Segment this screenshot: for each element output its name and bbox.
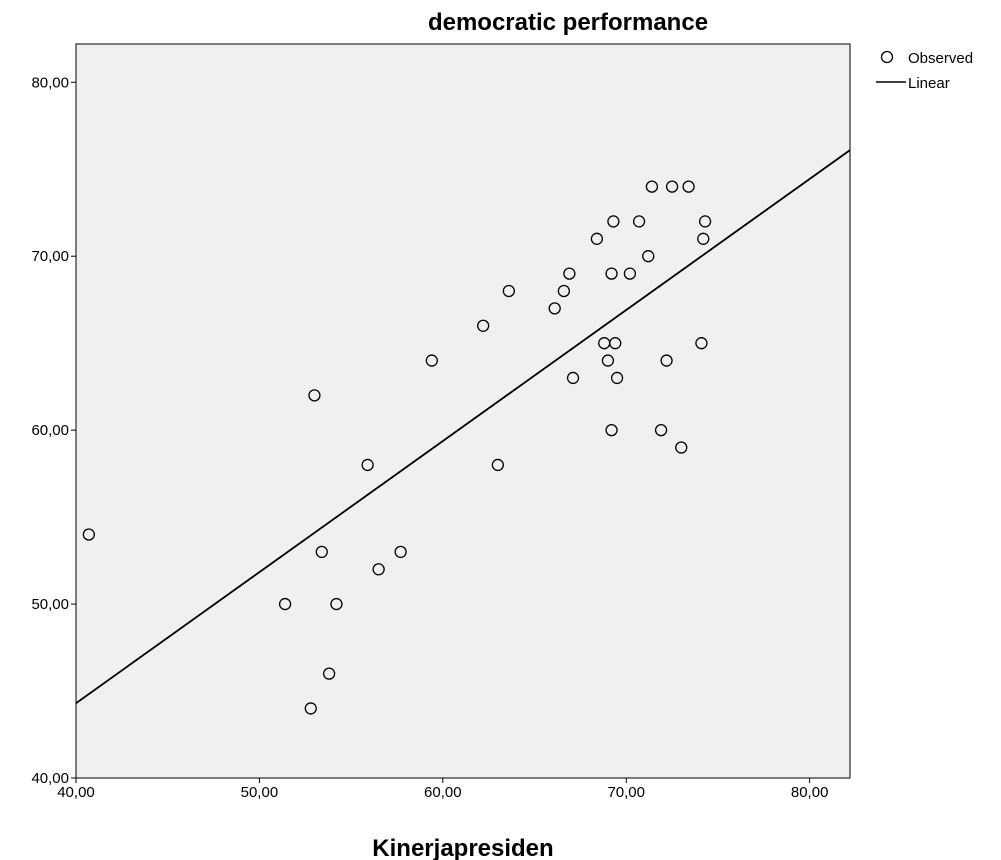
- x-axis-label: Kinerjapresiden: [372, 835, 553, 860]
- y-axis-ticks: 40,00 50,00 60,00 70,00 80,00: [31, 74, 76, 787]
- observed-point: [82, 528, 95, 541]
- legend-observed-marker: [880, 50, 894, 64]
- observed-point: [491, 458, 504, 472]
- observed-point: [605, 423, 618, 437]
- observed-point: [477, 319, 490, 332]
- observed-point: [566, 371, 580, 385]
- observed-point: [697, 232, 710, 245]
- linear-fit-line: [75, 149, 851, 704]
- observed-point: [607, 215, 620, 228]
- observed-point: [372, 563, 385, 576]
- observed-point: [502, 284, 516, 298]
- observed-point: [308, 389, 321, 402]
- observed-point: [361, 458, 374, 472]
- legend-linear-label: Linear: [908, 75, 950, 92]
- observed-point: [304, 702, 317, 715]
- x-tick-label: 70,00: [607, 784, 645, 801]
- observed-point: [623, 267, 637, 280]
- observed-point: [642, 250, 655, 263]
- x-tick-label: 50,00: [241, 784, 279, 801]
- observed-point: [610, 371, 624, 385]
- observed-point: [601, 354, 615, 367]
- observed-point: [590, 232, 604, 245]
- x-tick-label: 60,00: [424, 784, 462, 801]
- observed-point: [315, 545, 328, 559]
- series-layer: [75, 149, 851, 715]
- y-tick-label: 80,00: [31, 74, 69, 91]
- x-axis-ticks: 40,00 50,00 60,00 70,00 80,00: [57, 778, 828, 801]
- legend-observed-label: Observed: [908, 50, 973, 67]
- legend: Observed Linear: [876, 50, 973, 92]
- plot-area: [75, 43, 851, 779]
- observed-point: [682, 180, 695, 193]
- observed-point: [548, 302, 561, 315]
- observed-point: [675, 441, 688, 454]
- y-tick-label: 70,00: [31, 248, 69, 265]
- observed-point: [632, 215, 646, 228]
- observed-point: [322, 667, 336, 680]
- y-tick-label: 40,00: [31, 770, 69, 787]
- observed-point: [563, 267, 576, 280]
- y-tick-label: 60,00: [31, 422, 69, 439]
- observed-point: [660, 354, 673, 367]
- observed-point: [394, 545, 407, 559]
- observed-point: [654, 423, 668, 437]
- observed-point: [609, 337, 622, 350]
- observed-point: [605, 267, 618, 280]
- observed-point: [695, 337, 708, 350]
- observed-point: [278, 597, 292, 611]
- observed-point: [698, 215, 712, 228]
- x-tick-label: 40,00: [57, 784, 95, 801]
- x-tick-label: 80,00: [791, 784, 829, 801]
- observed-point: [425, 354, 438, 367]
- observed-point: [645, 180, 659, 193]
- observed-point: [330, 597, 343, 611]
- y-tick-label: 50,00: [31, 596, 69, 613]
- observed-point: [665, 180, 679, 193]
- observed-point: [557, 284, 571, 298]
- chart-title: democratic performance: [428, 9, 708, 36]
